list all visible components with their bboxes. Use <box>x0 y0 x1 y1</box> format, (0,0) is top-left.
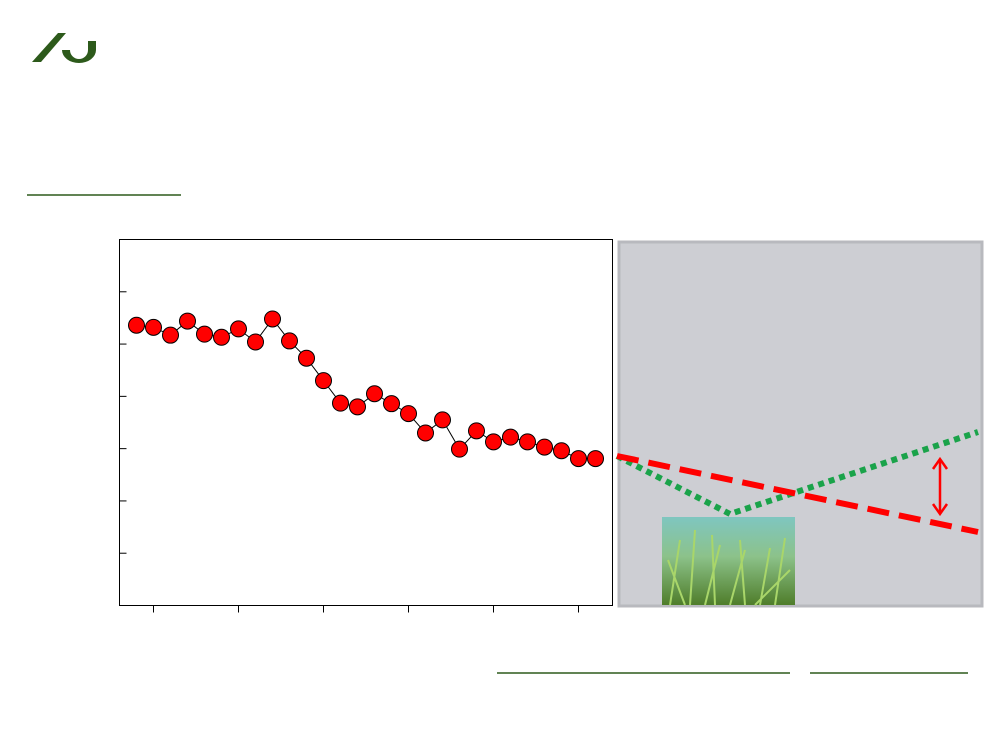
plot-frame <box>119 239 613 606</box>
data-point <box>485 433 502 451</box>
data-point <box>468 422 485 440</box>
data-point <box>162 326 179 344</box>
data-point <box>383 395 400 413</box>
data-point <box>128 316 145 334</box>
data-point <box>179 312 196 330</box>
logo <box>32 33 96 63</box>
data-point <box>230 320 247 338</box>
data-point <box>587 450 604 468</box>
series-line <box>136 318 596 460</box>
data-point <box>315 372 332 390</box>
data-point <box>264 310 281 328</box>
data-point <box>400 405 417 423</box>
data-point <box>502 428 519 446</box>
data-point <box>247 333 264 351</box>
data-point <box>417 424 434 442</box>
data-point <box>349 398 366 416</box>
data-point <box>196 325 213 343</box>
scenario-panel <box>615 240 984 608</box>
gap-arrow <box>931 456 949 517</box>
scenario-decline <box>616 453 979 535</box>
data-point <box>145 318 162 336</box>
data-point <box>434 411 451 429</box>
seagrass-photo <box>662 517 795 605</box>
data-point <box>570 450 587 468</box>
data-point <box>519 433 536 451</box>
data-point <box>332 394 349 412</box>
data-point <box>298 349 315 367</box>
data-point <box>366 385 383 403</box>
chart <box>119 291 604 613</box>
data-point <box>213 328 230 346</box>
data-point <box>536 438 553 456</box>
data-point <box>451 440 468 458</box>
scenario-recovery <box>615 429 979 518</box>
seagrass-blades <box>667 529 791 606</box>
data-point <box>281 332 298 350</box>
data-point <box>553 442 570 460</box>
